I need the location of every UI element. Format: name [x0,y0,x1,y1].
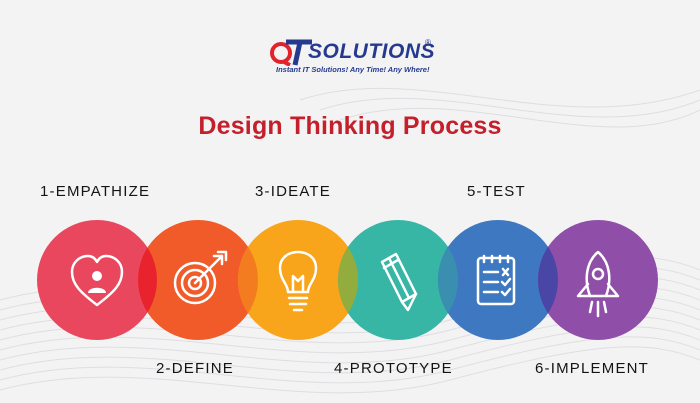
step-label-prototype: 4-PROTOTYPE [334,360,453,377]
step-label-test: 5-TEST [467,183,526,200]
company-logo: SOLUTIONS ® Instant IT Solutions! Any Ti… [268,36,438,80]
lightbulb-icon [278,250,318,312]
registered-mark: ® [425,38,431,47]
rocket-icon [576,250,620,318]
step-label-empathize: 1-EMPATHIZE [40,183,151,200]
step-label-implement: 6-IMPLEMENT [535,360,650,377]
logo-name: SOLUTIONS [308,40,436,63]
step-label-ideate: 3-IDEATE [255,183,332,200]
target-arrow-icon [173,250,228,305]
checklist-icon [476,254,516,306]
circle-test [438,220,558,340]
heart-person-icon [70,254,124,307]
logo-tagline: Instant IT Solutions! Any Time! Any Wher… [276,65,430,74]
pencil-icon [380,252,418,312]
step-label-define: 2-DEFINE [156,360,234,377]
circle-prototype [338,220,458,340]
page-title: Design Thinking Process [198,112,502,140]
logo-mark-icon [270,39,312,66]
